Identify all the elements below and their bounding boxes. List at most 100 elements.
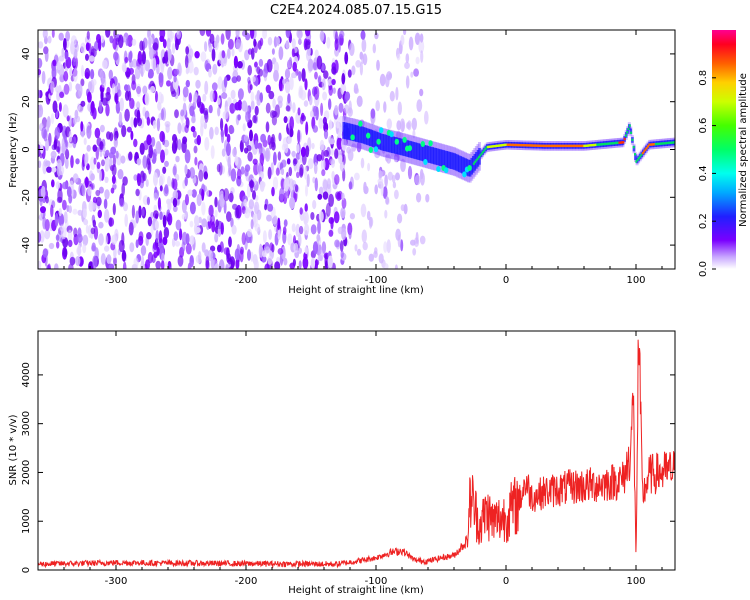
spectrogram-cell [176, 30, 181, 40]
spectrogram-cell [38, 260, 42, 269]
signal-cell [366, 132, 371, 139]
signal-cell [428, 140, 433, 147]
signal-core [635, 160, 638, 163]
signal-core [485, 145, 488, 149]
spectrogram-cell [158, 72, 164, 83]
spectrogram-cell [419, 33, 424, 43]
spectrogram-cell [374, 184, 379, 195]
signal-core [528, 144, 531, 147]
spectrogram-cell [177, 255, 184, 267]
spectrogram-cell [231, 76, 238, 84]
spectrogram-cell [84, 176, 89, 189]
spectrogram-cell [320, 102, 324, 116]
spectrogram-cell [344, 91, 351, 101]
x-tick-label: -300 [105, 576, 128, 587]
spectrogram-cell [277, 95, 284, 104]
spectrogram-cell [214, 126, 219, 136]
spectrogram-cell [147, 216, 153, 227]
signal-core [637, 156, 640, 160]
signal-core [476, 157, 479, 160]
signal-core [617, 141, 620, 144]
spectrogram-cell [317, 193, 323, 200]
spectrogram-cell [289, 128, 294, 138]
spectrogram-cell [228, 192, 234, 203]
spectrogram-cell [225, 142, 231, 157]
spectrogram-cell [54, 126, 61, 140]
spectrogram-cell [92, 219, 97, 228]
spectrogram-cell [90, 173, 95, 181]
spectrogram-cell [273, 69, 279, 82]
spectrogram-cell [410, 71, 414, 78]
spectrogram-cell [407, 120, 412, 131]
spectrogram-cell [278, 132, 282, 142]
signal-core [514, 143, 517, 147]
colorbar: 0.0 0.2 0.4 0.6 0.8 Normalized spectral ampl… [698, 30, 749, 277]
spectrogram-cell [128, 51, 133, 63]
spectrogram-cell [250, 100, 255, 110]
spectrogram-cell [165, 123, 170, 133]
signal-core [546, 144, 549, 148]
spectrogram-cell [135, 188, 140, 197]
spectrogram-cell [41, 70, 46, 85]
signal-band [351, 124, 355, 141]
spectrogram-cell [193, 66, 199, 76]
signal-core [493, 145, 496, 148]
spectrogram-cell [291, 38, 296, 49]
spectrogram-cell [77, 103, 81, 112]
signal-core [624, 134, 627, 137]
spectrogram-cell [198, 251, 202, 263]
spectrogram-cell [171, 90, 177, 98]
signal-core [504, 143, 506, 147]
colorbar-tick-label: 0.8 [698, 70, 709, 86]
spectrogram-cell [254, 201, 260, 215]
spectrogram-cell [321, 78, 326, 91]
spectrogram-cell [354, 172, 360, 181]
signal-band [425, 145, 428, 163]
signal-core [544, 144, 547, 148]
spectrogram-cell [283, 177, 290, 192]
spectrogram-cell [316, 234, 321, 242]
signal-core [491, 145, 493, 148]
signal-core [511, 143, 514, 147]
signal-core [543, 144, 545, 148]
spectrogram-cell [52, 59, 57, 67]
spectrogram-cell [368, 253, 374, 262]
spectrogram-cell [152, 120, 157, 129]
signal-cell [467, 165, 472, 171]
spectrogram-cell [330, 148, 334, 156]
spectrogram-cell [318, 117, 324, 129]
signal-core [627, 127, 630, 131]
spectrogram-cell [227, 156, 231, 169]
spectrogram-cell [240, 166, 245, 175]
spectrogram-cell [293, 242, 299, 253]
spectrogram-cell [189, 201, 196, 215]
spectrogram-cell [69, 67, 73, 77]
spectrogram-cell [349, 213, 355, 220]
spectrogram-cell [138, 231, 144, 242]
spectrogram-cell [208, 104, 213, 114]
signal-core [565, 144, 568, 148]
spectrogram-cell [214, 232, 219, 243]
spectrogram-cell [288, 178, 295, 193]
signal-core [523, 144, 526, 147]
spectrogram-cell [239, 139, 244, 153]
spectrogram-cell [119, 97, 125, 112]
spectrogram-cell [109, 37, 114, 44]
spectrogram-cell [185, 243, 192, 255]
spectrogram-cell [172, 197, 178, 208]
spectrogram-cell [174, 109, 179, 119]
spectrogram-cell [235, 258, 240, 269]
signal-core [662, 142, 665, 145]
signal-band [364, 127, 367, 145]
spectrogram-cell [322, 91, 328, 101]
spectrogram-cell [384, 174, 388, 188]
spectrogram-cell [166, 80, 171, 87]
spectrogram-cell [361, 38, 367, 53]
spectrogram-cell [248, 180, 255, 189]
spectrogram-cell [362, 241, 368, 251]
spectrogram-cell [53, 139, 58, 150]
spectrogram-cell [217, 226, 222, 238]
signal-band [347, 123, 350, 140]
spectrogram-cell [289, 262, 296, 269]
signal-band [426, 145, 430, 163]
